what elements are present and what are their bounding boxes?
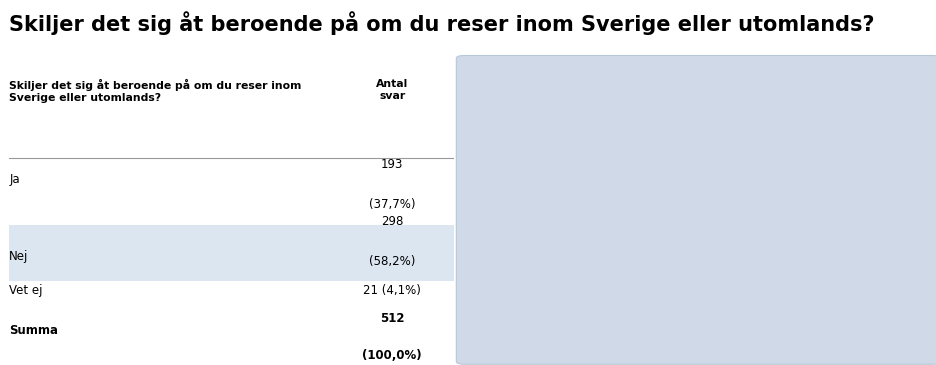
Bar	[9, 225, 454, 281]
Text: 512: 512	[379, 312, 404, 325]
Text: Ja: Ja	[9, 173, 20, 186]
Text: Nej: Nej	[9, 250, 29, 262]
Bar	[477, 313, 502, 341]
Text: (37,7%): (37,7%)	[369, 198, 415, 211]
Text: Skiljer det sig åt beroende på om du reser inom Sverige eller utomlands?: Skiljer det sig åt beroende på om du res…	[9, 11, 874, 35]
Text: Skiljer det sig åt beroende på om du reser inom
Sverige eller utomlands?: Skiljer det sig åt beroende på om du res…	[9, 79, 301, 103]
Text: 21 (4,1%): 21 (4,1%)	[363, 284, 420, 297]
Text: 58,2 %: 58,2 %	[691, 89, 732, 102]
Text: 193: 193	[381, 158, 402, 172]
Text: (58,2%): (58,2%)	[369, 255, 415, 268]
Text: Antal
svar: Antal svar	[375, 79, 408, 101]
Text: Vet ej: Vet ej	[9, 284, 43, 297]
Text: (100,0%): (100,0%)	[362, 349, 421, 362]
Bar	[679, 105, 744, 303]
Bar	[811, 289, 877, 303]
Bar	[546, 175, 612, 303]
Text: 37,7 %: 37,7 %	[558, 158, 599, 172]
Text: Summa: Summa	[9, 323, 58, 337]
Text: 298: 298	[381, 215, 402, 228]
Text: Skiljer det sig åt beroende
på om du reser inom Sverige
eller utomlands?: Skiljer det sig åt beroende på om du res…	[512, 301, 654, 342]
Text: 4,1 %: 4,1 %	[827, 273, 861, 286]
